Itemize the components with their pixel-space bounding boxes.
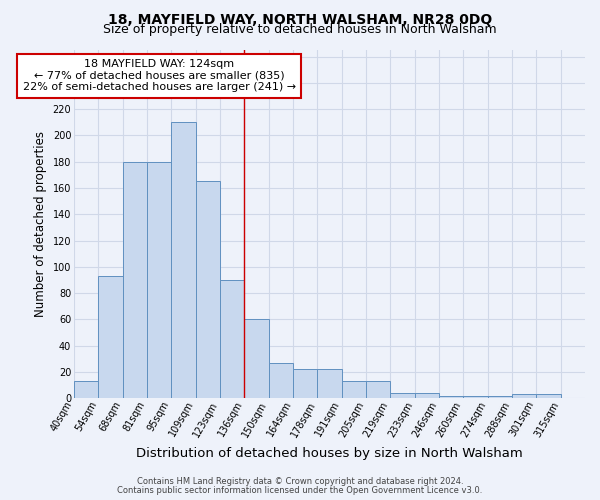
Text: Contains public sector information licensed under the Open Government Licence v3: Contains public sector information licen… <box>118 486 482 495</box>
Bar <box>123 162 147 398</box>
Bar <box>366 381 391 398</box>
Text: 18 MAYFIELD WAY: 124sqm
← 77% of detached houses are smaller (835)
22% of semi-d: 18 MAYFIELD WAY: 124sqm ← 77% of detache… <box>23 59 296 92</box>
Bar <box>147 162 172 398</box>
Text: Size of property relative to detached houses in North Walsham: Size of property relative to detached ho… <box>103 24 497 36</box>
Bar <box>439 396 463 398</box>
X-axis label: Distribution of detached houses by size in North Walsham: Distribution of detached houses by size … <box>136 447 523 460</box>
Bar <box>463 396 488 398</box>
Text: Contains HM Land Registry data © Crown copyright and database right 2024.: Contains HM Land Registry data © Crown c… <box>137 477 463 486</box>
Bar <box>244 320 269 398</box>
Bar <box>536 394 560 398</box>
Bar <box>341 381 366 398</box>
Text: 18, MAYFIELD WAY, NORTH WALSHAM, NR28 0DQ: 18, MAYFIELD WAY, NORTH WALSHAM, NR28 0D… <box>108 12 492 26</box>
Bar <box>269 362 293 398</box>
Bar <box>415 393 439 398</box>
Bar <box>488 396 512 398</box>
Y-axis label: Number of detached properties: Number of detached properties <box>34 131 47 317</box>
Bar <box>512 394 536 398</box>
Bar <box>74 381 98 398</box>
Bar <box>172 122 196 398</box>
Bar <box>391 393 415 398</box>
Bar <box>293 370 317 398</box>
Bar <box>220 280 244 398</box>
Bar <box>98 276 123 398</box>
Bar <box>317 370 341 398</box>
Bar <box>196 182 220 398</box>
